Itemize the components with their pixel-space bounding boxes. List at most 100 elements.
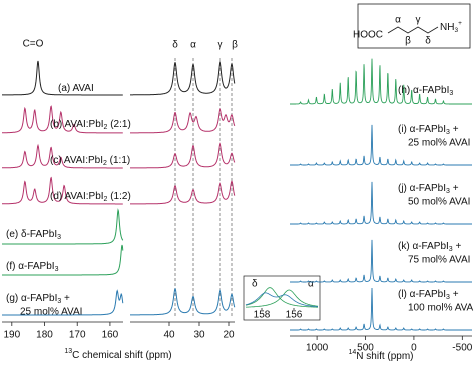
trace-label: (c) AVAI:PbI2 (1:1) (50, 155, 130, 167)
spectrum (2, 176, 123, 205)
spectrum (130, 288, 236, 316)
x-tick-label: 180 (36, 330, 53, 341)
label-part: (k) α-FAPbI (398, 241, 449, 252)
subscript: 3 (449, 246, 453, 253)
spectrum (130, 180, 236, 205)
trace-label: 75 mol% AVAI (408, 255, 470, 266)
subscript: 3 (57, 234, 61, 241)
trace-label: (g) α-FAPbI3 + (6, 293, 70, 305)
structure-text: HOOC (353, 30, 383, 41)
spectrum (2, 60, 123, 96)
spectrum (2, 244, 124, 276)
x-tick-label: 160 (102, 330, 119, 341)
subscript: 2 (104, 196, 108, 203)
subscript: 3 (55, 266, 59, 273)
peak-label: γ (218, 40, 223, 51)
label-part: (f) α-FAPbI (6, 261, 55, 272)
spectrum (290, 239, 472, 283)
x-tick-label: 30 (193, 330, 205, 341)
amine: NH (440, 22, 454, 33)
trace-label: 25 mol% AVAI (408, 138, 470, 149)
trace-label: (k) α-FAPbI3 + (398, 241, 461, 253)
superscript: 14 (348, 349, 356, 356)
trace-label: (a) AVAI (58, 83, 94, 94)
subscript: 3 (57, 298, 61, 305)
spectrum (290, 287, 472, 331)
inset-spectrum (245, 287, 318, 308)
peak-label: α (190, 40, 196, 51)
axis-title-text: C chemical shift (ppm) (72, 350, 171, 361)
label-part: (2:1) (107, 119, 130, 130)
trace-label: (f) α-FAPbI3 (6, 261, 59, 273)
label-part: + (61, 293, 70, 304)
spectrum (2, 208, 124, 245)
trace-label: 25 mol% AVAI (20, 307, 82, 318)
label-part: (g) α-FAPbI (6, 293, 57, 304)
inset-tick-label: 156 (286, 310, 303, 321)
peak-label: δ (172, 40, 178, 51)
x-tick-label: 20 (223, 330, 235, 341)
label-part: (c) AVAI:PbI (50, 155, 103, 166)
label-part: + (450, 124, 459, 135)
trace-label: (h) α-FAPbI3 (398, 85, 453, 97)
label-part: (j) α-FAPbI (398, 183, 446, 194)
subscript: 2 (104, 124, 108, 131)
trace-label: (l) α-FAPbI3 + (398, 289, 459, 301)
trace-label: (j) α-FAPbI3 + (398, 183, 459, 195)
subscript: 3 (446, 294, 450, 301)
carbonyl-label: C=O (23, 39, 44, 50)
label-part: (e) δ-FAPbI (6, 229, 57, 240)
label-part: (d) AVAI:PbI (50, 191, 104, 202)
spectrum (2, 289, 124, 316)
subscript: 3 (449, 90, 453, 97)
amine-sup: + (458, 20, 462, 27)
spectrum (290, 58, 472, 105)
trace-label: (e) δ-FAPbI3 (6, 229, 61, 241)
spectrum (2, 105, 123, 134)
trace-label: (i) α-FAPbI3 + (398, 124, 459, 136)
superscript: 13 (64, 348, 72, 355)
label-part: (a) AVAI (58, 83, 94, 94)
subscript: 3 (446, 129, 450, 136)
spectrum (290, 124, 472, 166)
label-part: (1:1) (107, 155, 130, 166)
subscript: 3 (446, 188, 450, 195)
trace-label: (b) AVAI:PbI2 (2:1) (50, 119, 131, 131)
label-part: (b) AVAI:PbI (50, 119, 104, 130)
trace-label: 100 mol% AVAI (408, 303, 474, 314)
structure-text: δ (425, 36, 431, 47)
inset-tick-label: 158 (254, 310, 271, 321)
x-tick-label: 170 (69, 330, 86, 341)
x-tick-label: 1000 (306, 343, 329, 354)
x-tick-label: 190 (3, 330, 20, 341)
peak-label: β (232, 40, 238, 51)
inset-label: δ (252, 279, 258, 290)
label-part: + (450, 183, 459, 194)
trace-label: (d) AVAI:PbI2 (1:2) (50, 191, 131, 203)
x-tick-label: 40 (163, 330, 175, 341)
x-tick-label: 0 (411, 343, 417, 354)
subscript: 2 (103, 160, 107, 167)
label-part: + (450, 289, 459, 300)
spectrum (2, 143, 123, 169)
structure-text: γ (416, 15, 421, 26)
structure-box (357, 3, 471, 49)
label-part: + (453, 241, 462, 252)
spectrum (130, 142, 236, 169)
axis-title: 13C chemical shift (ppm) (64, 348, 171, 361)
axis-title-text: N shift (ppm) (356, 351, 413, 362)
structure-text: α (395, 15, 401, 26)
structure-text: NH3+ (440, 20, 462, 34)
label-part: (l) α-FAPbI (398, 289, 446, 300)
inset-label: α (308, 279, 314, 290)
x-tick-label: 500 (357, 343, 374, 354)
x-tick-label: -500 (452, 343, 472, 354)
inset-spectrum (245, 289, 319, 308)
structure-text: β (405, 36, 411, 47)
label-part: (1:2) (107, 191, 130, 202)
spectrum (130, 107, 236, 134)
label-part: (h) α-FAPbI (398, 85, 449, 96)
inset-spectrum (245, 292, 318, 308)
inset-box (243, 275, 321, 321)
